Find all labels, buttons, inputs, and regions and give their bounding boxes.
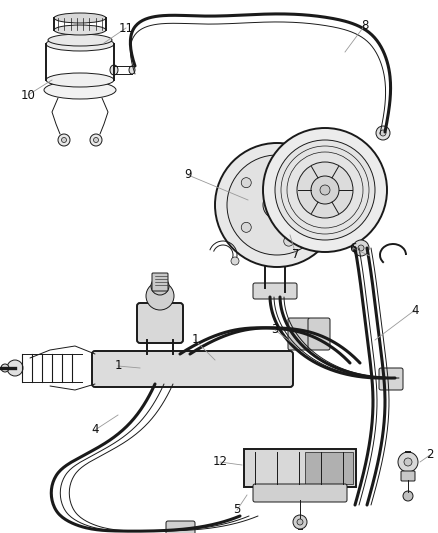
- Circle shape: [90, 134, 102, 146]
- Text: 3: 3: [271, 324, 278, 336]
- FancyBboxPatch shape: [152, 273, 168, 291]
- FancyBboxPatch shape: [252, 283, 297, 299]
- Circle shape: [1, 364, 9, 372]
- Text: 4: 4: [91, 424, 99, 437]
- Circle shape: [262, 128, 386, 252]
- Ellipse shape: [48, 34, 112, 46]
- FancyBboxPatch shape: [92, 351, 292, 387]
- Ellipse shape: [54, 13, 106, 23]
- Ellipse shape: [46, 37, 114, 51]
- Circle shape: [297, 162, 352, 218]
- FancyBboxPatch shape: [378, 368, 402, 390]
- Text: 5: 5: [233, 504, 240, 516]
- FancyBboxPatch shape: [287, 318, 309, 350]
- Circle shape: [226, 155, 326, 255]
- Circle shape: [241, 177, 251, 188]
- Circle shape: [310, 176, 338, 204]
- Circle shape: [241, 222, 251, 232]
- FancyBboxPatch shape: [304, 452, 352, 484]
- FancyBboxPatch shape: [400, 471, 414, 481]
- Circle shape: [297, 519, 302, 525]
- Circle shape: [93, 138, 98, 142]
- Text: 2: 2: [425, 448, 433, 462]
- Ellipse shape: [46, 73, 114, 87]
- Ellipse shape: [129, 66, 135, 74]
- Circle shape: [352, 240, 368, 256]
- FancyBboxPatch shape: [244, 449, 355, 487]
- Circle shape: [61, 138, 66, 142]
- Circle shape: [7, 360, 23, 376]
- Circle shape: [270, 199, 283, 211]
- Circle shape: [402, 491, 412, 501]
- Circle shape: [292, 515, 306, 529]
- FancyBboxPatch shape: [307, 318, 329, 350]
- Circle shape: [283, 236, 293, 246]
- FancyBboxPatch shape: [166, 521, 194, 533]
- Text: 7: 7: [292, 248, 299, 262]
- Ellipse shape: [54, 25, 106, 35]
- Text: 10: 10: [21, 88, 35, 101]
- Circle shape: [403, 458, 411, 466]
- Circle shape: [58, 134, 70, 146]
- Circle shape: [397, 452, 417, 472]
- Text: 9: 9: [184, 168, 191, 182]
- Circle shape: [274, 140, 374, 240]
- Ellipse shape: [44, 81, 116, 99]
- Text: 11: 11: [118, 21, 133, 35]
- Ellipse shape: [110, 65, 118, 75]
- FancyBboxPatch shape: [137, 303, 183, 343]
- Circle shape: [309, 200, 319, 210]
- Circle shape: [357, 245, 363, 251]
- Circle shape: [379, 130, 385, 136]
- Text: 4: 4: [410, 303, 418, 317]
- Text: 1: 1: [114, 359, 121, 373]
- Circle shape: [230, 257, 238, 265]
- Text: 1: 1: [191, 334, 198, 346]
- Circle shape: [215, 143, 338, 267]
- Circle shape: [262, 191, 290, 219]
- Text: 12: 12: [212, 456, 227, 469]
- Text: 8: 8: [360, 19, 368, 31]
- Circle shape: [151, 277, 169, 295]
- Circle shape: [146, 282, 173, 310]
- Text: 6: 6: [349, 241, 356, 254]
- FancyBboxPatch shape: [252, 484, 346, 502]
- Circle shape: [375, 126, 389, 140]
- Circle shape: [283, 164, 293, 174]
- Circle shape: [319, 185, 329, 195]
